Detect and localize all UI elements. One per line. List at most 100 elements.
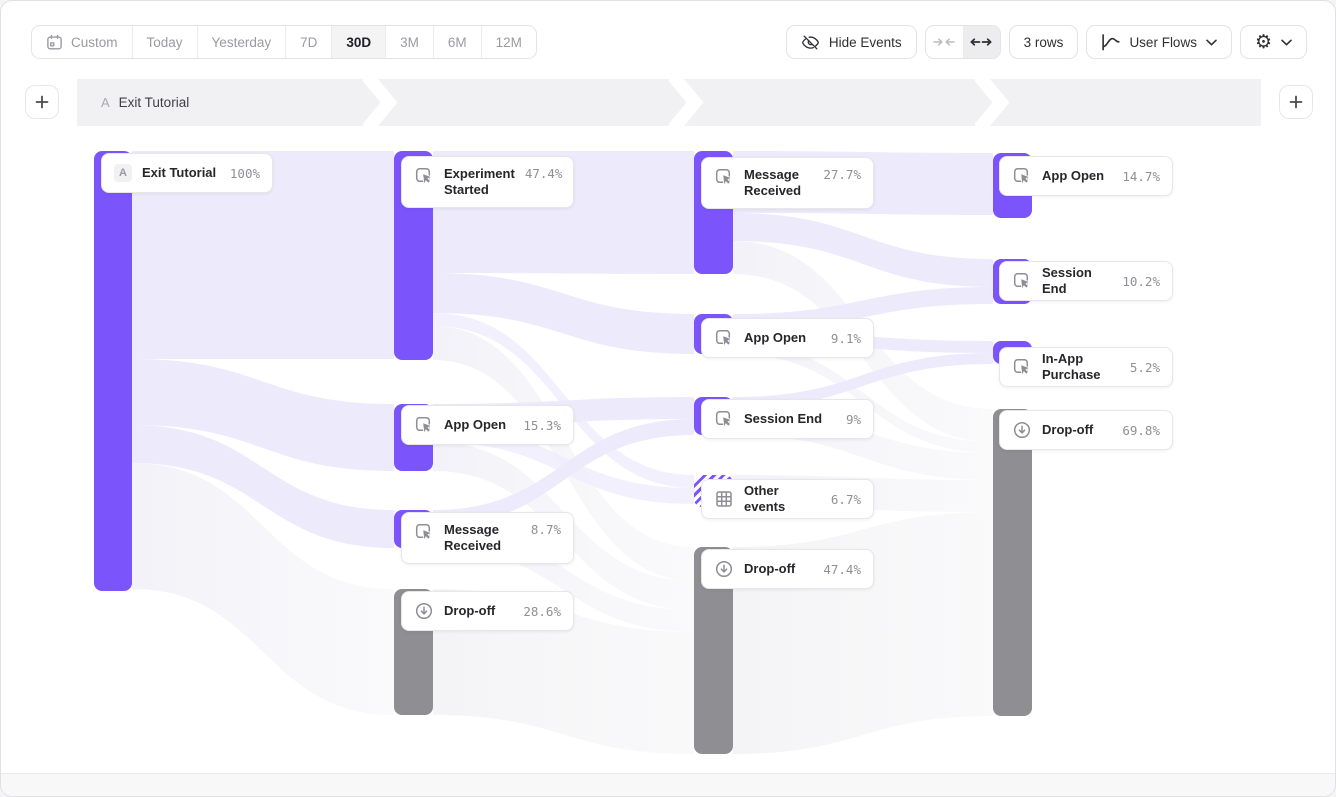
flow-node-percent: 28.6% bbox=[523, 603, 561, 619]
column-width-toggle bbox=[924, 25, 1001, 59]
funnel-steps-band[interactable]: A Exit Tutorial bbox=[77, 79, 1261, 126]
flow-node-label: App Open bbox=[1042, 168, 1105, 183]
flow-ribbon[interactable] bbox=[733, 213, 993, 287]
flow-node-c2-experiment-started[interactable]: Experiment Started 47.4% bbox=[401, 156, 574, 208]
flow-node-c3-session-end[interactable]: Session End 9% bbox=[701, 399, 874, 439]
flow-node-label: Message Received bbox=[744, 167, 802, 198]
rows-button[interactable]: 3 rows bbox=[1008, 25, 1079, 59]
flow-node-percent: 47.4% bbox=[823, 561, 861, 577]
date-range-today[interactable]: Today bbox=[131, 26, 197, 58]
view-selector-button[interactable]: User Flows bbox=[1086, 25, 1232, 59]
flow-node-label: Experiment Started bbox=[444, 166, 515, 197]
event-icon bbox=[714, 409, 734, 429]
flow-node-label: Drop-off bbox=[1042, 422, 1094, 437]
funnel-step-separator-icon bbox=[669, 79, 704, 126]
flow-node-percent: 5.2% bbox=[1129, 359, 1160, 375]
flow-node-percent: 10.2% bbox=[1122, 273, 1160, 289]
flow-node-percent: 69.8% bbox=[1122, 422, 1160, 438]
settings-button[interactable]: ⚙ bbox=[1239, 25, 1307, 59]
date-range-label: 3M bbox=[400, 34, 419, 50]
flow-node-label: In-App Purchase bbox=[1042, 351, 1101, 382]
flow-node-percent: 47.4% bbox=[524, 166, 563, 181]
arrows-expand-icon[interactable] bbox=[962, 26, 1000, 58]
top-toolbar: Custom Today Yesterday 7D 30D 3M 6M 12M Hide Ev… bbox=[1, 1, 1335, 77]
arrows-collapse-icon[interactable] bbox=[926, 26, 963, 58]
date-range-3m[interactable]: 3M bbox=[385, 26, 433, 58]
drop-off-icon bbox=[714, 559, 734, 579]
event-icon bbox=[1012, 357, 1032, 377]
date-range-12m[interactable]: 12M bbox=[480, 26, 536, 58]
gear-icon: ⚙ bbox=[1254, 30, 1272, 53]
hide-events-label: Hide Events bbox=[828, 34, 902, 50]
flow-node-c3-app-open[interactable]: App Open 9.1% bbox=[701, 318, 874, 358]
date-range-yesterday[interactable]: Yesterday bbox=[196, 26, 286, 58]
date-range-30d[interactable]: 30D bbox=[331, 26, 386, 58]
flow-node-label: Session End bbox=[744, 411, 823, 426]
flow-node-c4-session-end[interactable]: Session End 10.2% bbox=[999, 261, 1173, 301]
flow-node-c2-drop-off[interactable]: Drop-off 28.6% bbox=[401, 591, 574, 631]
calendar-icon bbox=[46, 34, 63, 51]
flow-node-c4-app-open[interactable]: App Open 14.7% bbox=[999, 156, 1173, 196]
flow-node-c3-drop-off[interactable]: Drop-off 47.4% bbox=[701, 549, 874, 589]
flow-node-label: App Open bbox=[744, 330, 807, 345]
hide-events-button[interactable]: Hide Events bbox=[785, 25, 917, 59]
flow-node-percent: 27.7% bbox=[823, 167, 861, 182]
other-events-grid-icon bbox=[714, 489, 734, 509]
flow-node-percent: 100% bbox=[229, 165, 260, 181]
flow-node-percent: 14.7% bbox=[1122, 168, 1160, 184]
flow-node-c3-other-events[interactable]: Other events 6.7% bbox=[701, 479, 874, 519]
add-step-left-button[interactable] bbox=[25, 85, 59, 119]
funnel-step-separator-icon bbox=[363, 79, 398, 126]
date-range-label: Yesterday bbox=[211, 34, 272, 50]
date-range-label: 30D bbox=[346, 34, 372, 50]
flow-bar-c1-exit-tutorial[interactable] bbox=[94, 151, 132, 591]
flow-node-percent: 8.7% bbox=[530, 522, 561, 537]
flow-node-label: Exit Tutorial bbox=[142, 165, 217, 180]
date-range-picker: Custom Today Yesterday 7D 30D 3M 6M 12M bbox=[31, 25, 537, 59]
flow-ribbon[interactable] bbox=[433, 326, 694, 581]
date-range-label: 7D bbox=[300, 34, 318, 50]
drop-off-icon bbox=[414, 601, 434, 621]
drop-off-icon bbox=[1012, 420, 1032, 440]
date-range-custom[interactable]: Custom bbox=[32, 26, 132, 58]
flow-ribbon[interactable] bbox=[132, 425, 394, 548]
user-flows-chart-icon bbox=[1101, 33, 1121, 51]
flow-node-c1-exit-tutorial[interactable]: A Exit Tutorial 100% bbox=[101, 153, 273, 193]
toolbar-right-cluster: Hide Events 3 rows bbox=[785, 25, 1307, 59]
funnel-step-exit-tutorial[interactable]: A Exit Tutorial bbox=[101, 79, 189, 126]
flow-ribbon[interactable] bbox=[433, 419, 694, 526]
flow-node-c2-app-open[interactable]: App Open 15.3% bbox=[401, 405, 574, 445]
flow-node-percent: 9% bbox=[845, 411, 861, 427]
rows-label: 3 rows bbox=[1023, 34, 1064, 50]
event-icon bbox=[1012, 271, 1032, 291]
flow-node-c3-message-received[interactable]: Message Received 27.7% bbox=[701, 157, 874, 209]
flow-ribbon[interactable] bbox=[132, 359, 394, 471]
date-range-7d[interactable]: 7D bbox=[285, 26, 332, 58]
date-range-6m[interactable]: 6M bbox=[432, 26, 481, 58]
flow-node-label: Session End bbox=[1042, 265, 1092, 296]
flow-bar-c4-drop-off[interactable] bbox=[993, 409, 1032, 716]
flow-ribbon[interactable] bbox=[733, 343, 993, 453]
flow-ribbon[interactable] bbox=[733, 353, 993, 408]
add-step-right-button[interactable] bbox=[1279, 85, 1313, 119]
chevron-down-icon bbox=[1206, 39, 1217, 46]
eye-off-icon bbox=[801, 33, 820, 52]
flow-node-c4-in-app-purchase[interactable]: In-App Purchase 5.2% bbox=[999, 347, 1173, 387]
flow-node-label: Message Received bbox=[444, 522, 502, 553]
event-icon bbox=[714, 167, 734, 187]
step-letter-badge: A bbox=[114, 164, 132, 182]
event-icon bbox=[414, 522, 434, 542]
flow-ribbon[interactable] bbox=[433, 273, 694, 354]
event-icon bbox=[414, 166, 434, 186]
flow-node-percent: 6.7% bbox=[830, 491, 861, 507]
step-letter-badge: A bbox=[101, 95, 110, 110]
flow-ribbon[interactable] bbox=[132, 151, 394, 359]
flow-node-label: App Open bbox=[444, 417, 507, 432]
flow-node-c4-drop-off[interactable]: Drop-off 69.8% bbox=[999, 410, 1173, 450]
flow-ribbon[interactable] bbox=[132, 463, 394, 715]
flow-node-c2-message-received[interactable]: Message Received 8.7% bbox=[401, 512, 574, 564]
flow-node-percent: 9.1% bbox=[830, 330, 861, 346]
chevron-down-icon bbox=[1281, 39, 1292, 46]
date-range-label: 12M bbox=[495, 34, 522, 50]
